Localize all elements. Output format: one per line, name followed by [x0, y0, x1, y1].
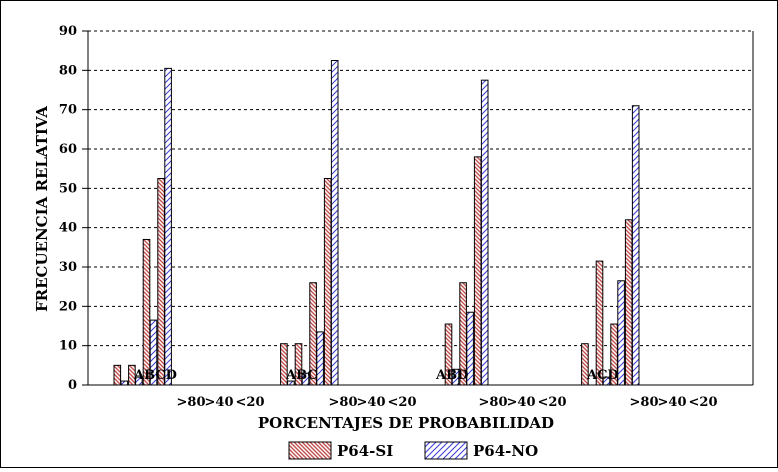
legend-swatch-no	[424, 441, 468, 460]
x-tick-label: <20	[388, 395, 417, 410]
group-label: ABD	[435, 368, 468, 383]
bar-p64-no-group2-5	[330, 60, 339, 386]
y-tick-label: 70	[59, 103, 77, 118]
x-tick-label: <20	[538, 395, 567, 410]
x-tick-label: >40	[658, 395, 687, 410]
y-tick-label: 90	[59, 24, 77, 39]
gridlines	[88, 30, 753, 347]
x-tick-label: >80	[329, 395, 358, 410]
x-tick-label: >80	[479, 395, 508, 410]
y-axis-label: FRECUENCIA RELATIVA	[33, 106, 51, 312]
bar-p64-si-group3-5	[473, 156, 482, 386]
x-tick-label: <20	[236, 395, 265, 410]
legend-swatch-si	[288, 441, 332, 460]
bar-p64-no-group4-4	[617, 280, 625, 386]
bar-p64-no-group3-5	[480, 79, 489, 386]
group-label: ACD	[586, 368, 619, 383]
y-axis-ticks: 0 10 20 30 40 50 60 70 80 90	[59, 24, 88, 393]
bar-p64-no-group4-5	[631, 105, 640, 386]
x-tick-label: >40	[205, 395, 234, 410]
y-tick-label: 40	[59, 221, 77, 236]
x-tick-label: >40	[357, 395, 386, 410]
legend-label-si: P64-SI	[337, 442, 393, 460]
y-tick-label: 20	[59, 299, 77, 314]
bar-p64-si-group4-3	[595, 260, 604, 386]
bar-p64-no-group2-4	[316, 331, 324, 386]
x-tick-label: >80	[177, 395, 206, 410]
bar-p64-si-group1-4	[157, 178, 165, 386]
bar-p64-si-group4-5	[624, 219, 633, 386]
group-label: ABCD	[133, 368, 177, 383]
y-tick-label: 50	[59, 181, 77, 196]
y-tick-label: 80	[59, 63, 77, 78]
bar-p64-si-group2-5	[323, 178, 332, 386]
y-tick-label: 0	[68, 378, 77, 393]
y-tick-label: 10	[59, 339, 77, 354]
y-tick-label: 30	[59, 260, 77, 275]
y-tick-label: 60	[59, 142, 77, 157]
legend-label-no: P64-NO	[473, 442, 538, 460]
x-axis-label: PORCENTAJES DE PROBABILIDAD	[258, 414, 554, 432]
x-tick-label: <20	[689, 395, 718, 410]
x-tick-label: >80	[630, 395, 659, 410]
x-tick-label: >40	[507, 395, 536, 410]
bar-p64-si-group1-3	[142, 238, 151, 386]
bar-p64-no-group1-4	[164, 67, 172, 386]
bar-p64-no-group1-1	[120, 380, 129, 386]
legend: P64-SI P64-NO	[288, 441, 538, 460]
group-label: ABC	[285, 368, 318, 383]
bar-p64-si-group1-1	[113, 364, 122, 386]
